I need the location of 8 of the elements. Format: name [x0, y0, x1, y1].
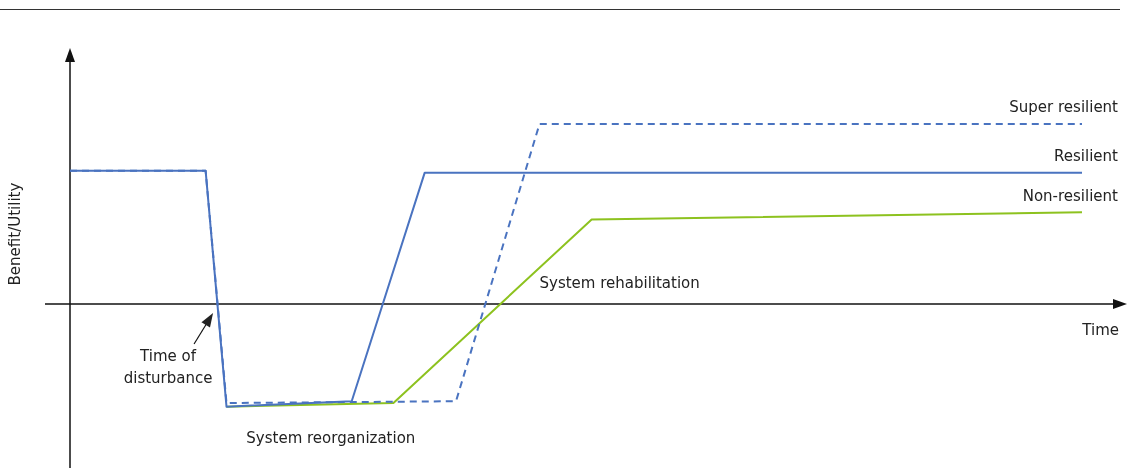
annotation: System rehabilitation: [539, 274, 700, 293]
text: System reorganization: [246, 428, 416, 447]
x-axis-title: Time: [1081, 321, 1119, 340]
y-axis-title: Benefit/Utility: [5, 182, 24, 286]
series-label: Non-resilient: [1022, 186, 1119, 205]
series-label: Resilient: [1054, 147, 1119, 166]
series-label: Super resilient: [1009, 98, 1119, 117]
annotation: Time of disturbance: [123, 346, 213, 387]
